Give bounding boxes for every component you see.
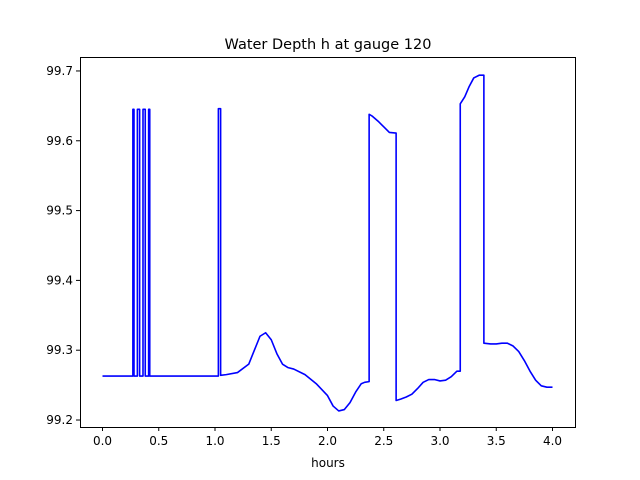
y-tick-label: 99.3	[46, 343, 73, 357]
series-line-0	[102, 74, 553, 412]
chart-title: Water Depth h at gauge 120	[225, 37, 432, 53]
x-tick-label: 3.0	[430, 434, 449, 448]
y-tick-label: 99.5	[46, 204, 73, 218]
plot-frame	[80, 57, 576, 428]
x-tick-label: 0.0	[93, 434, 112, 448]
x-tick-label: 2.0	[318, 434, 337, 448]
y-axis: 99.2 99.3 99.4 99.5 99.6 99.7	[46, 64, 80, 427]
x-axis: 0.0 0.5 1.0 1.5 2.0 2.5 3.0 3.5 4.0	[93, 427, 562, 448]
x-tick-label: 3.5	[487, 434, 506, 448]
plot-area	[102, 74, 553, 412]
y-tick-label: 99.6	[46, 134, 73, 148]
y-tick-label: 99.7	[46, 64, 73, 78]
x-tick-label: 0.5	[149, 434, 168, 448]
x-tick-label: 4.0	[543, 434, 562, 448]
x-tick-label: 2.5	[374, 434, 393, 448]
x-tick-label: 1.0	[205, 434, 224, 448]
x-tick-label: 1.5	[262, 434, 281, 448]
x-axis-title: hours	[311, 456, 345, 470]
y-tick-label: 99.4	[46, 273, 73, 287]
y-tick-label: 99.2	[46, 413, 73, 427]
